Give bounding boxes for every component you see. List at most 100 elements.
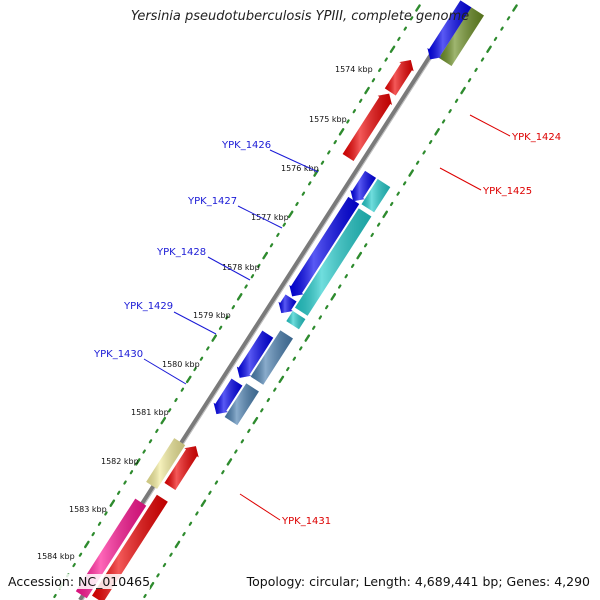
gene-feature-ypk-1429-shade [250,330,293,385]
gene-feature-ypk-1431-shade [146,438,186,489]
kbp-tick-mark [257,263,261,269]
gene-label-ypk-1429[interactable]: YPK_1429 [123,301,173,312]
kbp-tick-label: 1584 kbp [37,552,75,561]
kbp-tick-label: 1574 kbp [335,65,373,74]
kbp-tick-mark [389,201,394,207]
kbp-tick-mark [226,458,233,466]
gene-label-ypk-1426[interactable]: YPK_1426 [221,140,271,151]
kbp-tick-mark [506,16,511,21]
kbp-tick-mark [160,416,167,425]
kbp-tick-mark [185,375,192,384]
kbp-tick-mark [199,356,204,361]
kbp-tick-mark [143,593,147,599]
kbp-tick-ring-outer [143,4,518,599]
gene-label-ypk-1424[interactable]: YPK_1424 [511,132,561,143]
kbp-tick-mark [415,4,421,12]
gene-leader-line [439,167,482,191]
kbp-tick-mark [441,119,446,124]
kbp-tick-label: 1581 kbp [131,408,169,417]
kbp-tick-mark [218,325,223,330]
kbp-tick-mark [287,210,294,219]
gene-label-ypk-1428[interactable]: YPK_1428 [156,247,206,258]
kbp-tick-mark [408,169,414,177]
gene-label-ypk-1431[interactable]: YPK_1431 [281,516,331,527]
kbp-tick-mark [78,552,83,557]
kbp-tick-mark [134,458,141,466]
kbp-tick-mark [188,521,193,526]
kbp-tick-mark [486,45,492,53]
kbp-tick-mark [129,470,134,475]
genome-summary-text: Topology: circular; Length: 4,689,441 bp… [246,574,590,589]
kbp-tick-label: 1576 kbp [281,164,319,173]
kbp-tick-mark [276,232,280,238]
kbp-tick-mark [312,325,316,330]
kbp-tick-labels: 1574 kbp 1575 kbp 1576 kbp 1577 kbp 1578 kbp… [37,65,373,561]
kbp-tick-mark [295,201,299,207]
gene-leader-line [239,493,281,521]
gene-label-ypk-1425[interactable]: YPK_1425 [482,186,532,197]
kbp-tick-mark [318,315,323,320]
gene-feature-ypk-1424-shade [384,59,414,96]
kbp-tick-mark [244,284,248,289]
kbp-tick-mark [389,45,396,53]
kbp-tick-mark [282,222,287,227]
kbp-tick-mark [182,531,186,537]
kbp-tick-mark [155,428,159,434]
gene-leader-line [469,114,511,137]
kbp-tick-mark [325,305,329,310]
kbp-tick-ring-inner [53,4,421,599]
kbp-tick-mark [214,480,219,485]
kbp-tick-label: 1580 kbp [162,360,200,369]
kbp-tick-mark [84,540,90,549]
kbp-tick-mark [428,139,433,145]
kbp-tick-mark [142,449,146,454]
kbp-tick-mark [403,26,408,31]
kbp-tick-mark [409,16,414,21]
kbp-tick-mark [206,346,210,351]
gene-leader-line [173,311,217,335]
kbp-tick-mark [286,366,290,372]
gene-leader-line [143,358,187,385]
kbp-tick-mark [109,499,116,507]
kbp-tick-mark [292,356,297,361]
kbp-tick-mark [346,119,350,124]
kbp-tick-mark [356,251,363,260]
gene-feature-ypk-1428-shade [286,311,306,330]
kbp-tick-mark [460,86,466,95]
kbp-tick-mark [97,521,102,526]
kbp-tick-mark [193,366,197,372]
kbp-tick-mark [252,416,259,425]
kbp-tick-mark [382,210,388,219]
kbp-tick-mark [493,36,498,42]
gene-leader-line [269,149,319,173]
kbp-tick-mark [337,284,342,289]
kbp-tick-mark [330,293,337,301]
kbp-tick-label: 1578 kbp [222,263,260,272]
kbp-tick-mark [371,78,376,83]
kbp-tick-mark [273,387,277,392]
kbp-tick-mark [104,511,108,516]
kbp-tick-mark [396,191,400,196]
kbp-tick-mark [304,334,311,342]
gene-label-ypk-1427[interactable]: YPK_1427 [187,196,237,207]
kbp-tick-mark [195,511,199,516]
kbp-tick-mark [467,78,472,83]
kbp-tick-mark [384,57,388,62]
kbp-tick-mark [225,315,229,320]
gene-label-ypk-1430[interactable]: YPK_1430 [93,349,143,360]
kbp-tick-mark [333,139,337,145]
gene-feature-blue-shade [278,294,297,314]
kbp-tick-mark [376,222,381,227]
gene-feature-pink-shade [75,498,147,599]
kbp-tick-mark [174,540,181,549]
kbp-tick-mark [402,181,407,186]
kbp-tick-mark [148,581,155,590]
kbp-tick-mark [500,26,504,31]
kbp-tick-label: 1583 kbp [69,505,107,514]
gene-feature-ypk-1425-shade [342,93,393,162]
kbp-tick-mark [512,4,518,12]
kbp-tick-mark [260,408,264,413]
accession-text: Accession: NC_010465 [8,574,151,589]
gene-leader-line [237,205,283,229]
